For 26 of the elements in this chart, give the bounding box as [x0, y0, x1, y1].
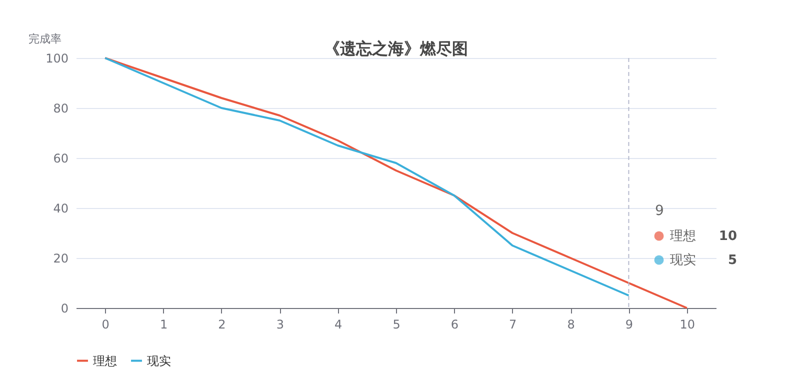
x-tick-label: 10	[680, 318, 696, 332]
x-tick-label: 7	[509, 318, 517, 332]
x-tick-label: 6	[450, 318, 458, 332]
x-tick-label: 4	[334, 318, 342, 332]
chart-title: 《遗忘之海》燃尽图	[324, 39, 468, 58]
y-tick-label: 0	[60, 302, 68, 316]
legend-label: 理想	[670, 229, 696, 244]
y-tick-label: 100	[46, 52, 68, 66]
text: 现实	[147, 354, 171, 368]
text: 10	[718, 229, 737, 244]
x-tick-label: 5	[392, 318, 400, 332]
x-tick-label: 3	[276, 318, 284, 332]
x-tick-label: 0	[102, 318, 110, 332]
text: 5	[728, 253, 737, 268]
annotation: 9	[655, 203, 664, 219]
text: 理想	[93, 354, 117, 368]
y-tick-label: 80	[53, 102, 68, 116]
x-tick-label: 8	[567, 318, 575, 332]
x-tick-label: 9	[625, 318, 634, 332]
x-tick-label: 2	[218, 318, 226, 332]
legend-label: 现实	[670, 253, 696, 268]
y-tick-label: 20	[53, 252, 68, 266]
y-tick-label: 40	[53, 202, 68, 216]
x-tick-label: 1	[160, 318, 168, 332]
y-tick-label: 60	[53, 152, 68, 166]
y-axis-title: 完成率	[28, 32, 62, 46]
